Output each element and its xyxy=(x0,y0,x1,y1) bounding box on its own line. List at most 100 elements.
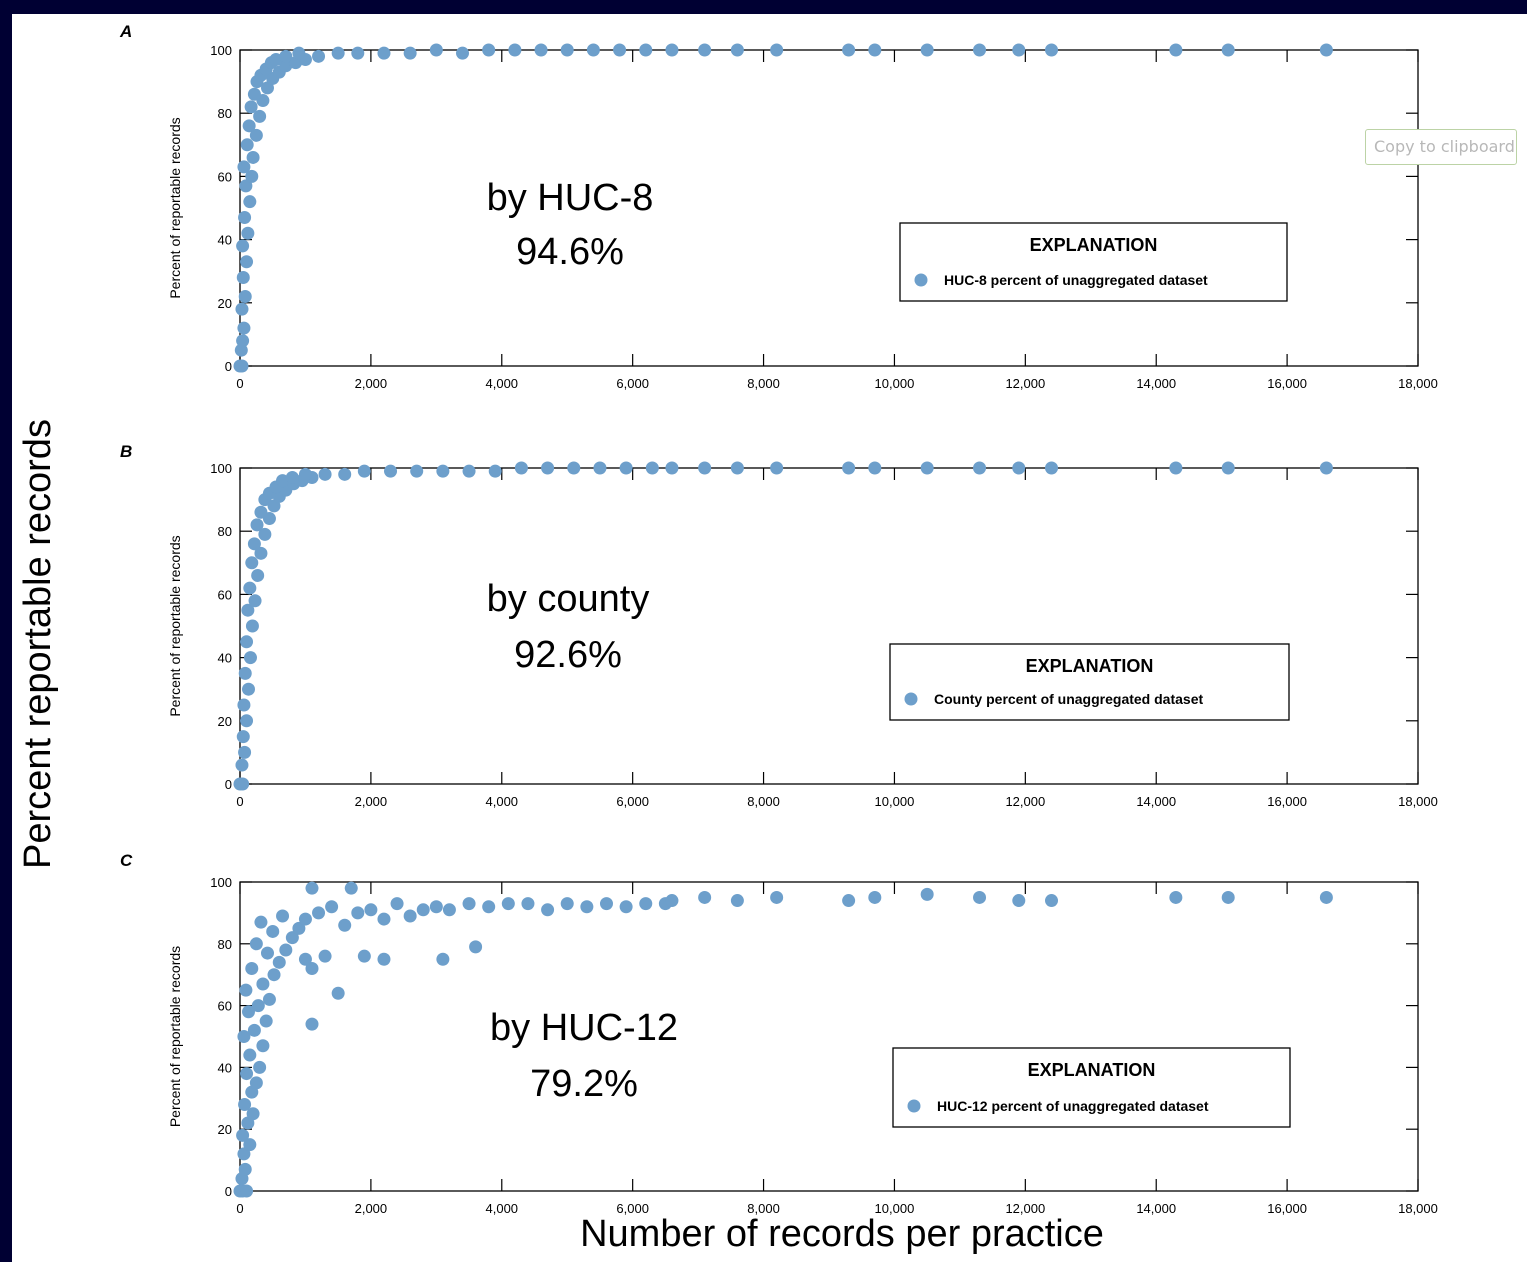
copy-to-clipboard-tooltip[interactable]: Copy to clipboard xyxy=(1365,129,1517,165)
data-point xyxy=(730,461,744,475)
data-point xyxy=(237,698,251,712)
x-tick-label: 10,000 xyxy=(875,376,915,391)
data-point xyxy=(325,900,339,914)
data-point xyxy=(377,952,391,966)
data-point xyxy=(256,977,270,991)
data-point xyxy=(279,59,293,73)
x-tick-label: 16,000 xyxy=(1267,794,1307,809)
data-point xyxy=(250,518,264,532)
panel-letter: C xyxy=(120,851,133,870)
data-point xyxy=(436,952,450,966)
data-point xyxy=(567,461,581,475)
data-point xyxy=(251,999,265,1013)
data-point xyxy=(239,179,253,193)
data-point xyxy=(241,603,255,617)
data-point xyxy=(236,334,250,348)
data-point xyxy=(243,1138,257,1152)
x-tick-label: 6,000 xyxy=(616,794,649,809)
data-point xyxy=(245,556,259,570)
data-point xyxy=(242,682,256,696)
data-point xyxy=(256,1039,270,1053)
data-point xyxy=(236,1128,250,1142)
data-point xyxy=(331,46,345,60)
data-point xyxy=(619,900,633,914)
data-point xyxy=(456,46,470,60)
chart-panel-c: C 0 2,000 4,000 6,000 8,000 10,000 12,000 14,000… xyxy=(120,851,1438,1216)
data-point xyxy=(240,255,254,269)
x-tick-label: 8,000 xyxy=(747,794,780,809)
legend-box xyxy=(899,222,1288,302)
data-point xyxy=(285,470,299,484)
data-point xyxy=(244,100,258,114)
y-tick-label: 0 xyxy=(225,359,232,374)
data-point xyxy=(276,474,290,488)
data-point xyxy=(541,461,555,475)
y-tick-label: 20 xyxy=(218,296,232,311)
data-point xyxy=(276,909,290,923)
data-point xyxy=(730,43,744,57)
data-point xyxy=(1169,461,1183,475)
data-point xyxy=(260,946,274,960)
data-point xyxy=(501,897,515,911)
slide-canvas: A 0 2,000 4,000 6,000 8,000 10,000 12,000 14,000… xyxy=(12,14,1527,1262)
data-point xyxy=(868,461,882,475)
data-point xyxy=(351,46,365,60)
x-tick-label: 16,000 xyxy=(1267,1201,1307,1216)
data-point xyxy=(253,109,267,123)
data-point xyxy=(1319,461,1333,475)
x-tick-label: 0 xyxy=(236,1201,243,1216)
data-point xyxy=(248,594,262,608)
data-point xyxy=(305,962,319,976)
data-point xyxy=(403,909,417,923)
scatter-points xyxy=(233,43,1333,373)
data-point xyxy=(1012,894,1026,908)
legend-label: HUC-12 percent of unaggregated dataset xyxy=(937,1098,1209,1114)
data-point xyxy=(1045,461,1059,475)
data-point xyxy=(246,150,260,164)
data-point xyxy=(298,952,312,966)
y-tick-label: 0 xyxy=(225,777,232,792)
data-point xyxy=(245,619,259,633)
data-point xyxy=(312,49,326,63)
data-point xyxy=(253,1060,267,1074)
data-point xyxy=(236,239,250,253)
plot-frame xyxy=(239,881,1419,1192)
data-point xyxy=(482,43,496,57)
annotation-label: by HUC-12 xyxy=(490,1007,678,1049)
x-tick-label: 2,000 xyxy=(355,1201,388,1216)
legend-marker xyxy=(907,1099,921,1113)
y-tick-label: 0 xyxy=(225,1184,232,1199)
data-point xyxy=(272,955,286,969)
data-point xyxy=(973,890,987,904)
data-point xyxy=(593,461,607,475)
data-point xyxy=(240,1067,254,1081)
y-tick-label: 60 xyxy=(218,587,232,602)
legend-title: EXPLANATION xyxy=(1026,656,1154,676)
x-tick-label: 4,000 xyxy=(486,1201,519,1216)
legend-box xyxy=(892,1047,1291,1128)
data-point xyxy=(237,321,251,335)
data-point xyxy=(580,900,594,914)
data-point xyxy=(235,302,249,316)
data-point xyxy=(305,881,319,895)
data-point xyxy=(429,43,443,57)
data-point xyxy=(240,138,254,152)
x-tick-label: 10,000 xyxy=(875,794,915,809)
legend-box xyxy=(889,643,1290,721)
x-tick-label: 12,000 xyxy=(1005,794,1045,809)
data-point xyxy=(238,1097,252,1111)
y-tick-label: 100 xyxy=(210,43,232,58)
data-point xyxy=(377,912,391,926)
data-point xyxy=(351,906,365,920)
data-point xyxy=(1169,890,1183,904)
data-point xyxy=(429,900,443,914)
x-tick-label: 8,000 xyxy=(747,1201,780,1216)
x-tick-label: 2,000 xyxy=(355,376,388,391)
data-point xyxy=(973,43,987,57)
data-point xyxy=(269,52,283,66)
data-point xyxy=(462,897,476,911)
y-tick-label: 80 xyxy=(218,524,232,539)
data-point xyxy=(384,464,398,478)
x-tick-label: 8,000 xyxy=(747,376,780,391)
data-point xyxy=(1319,890,1333,904)
